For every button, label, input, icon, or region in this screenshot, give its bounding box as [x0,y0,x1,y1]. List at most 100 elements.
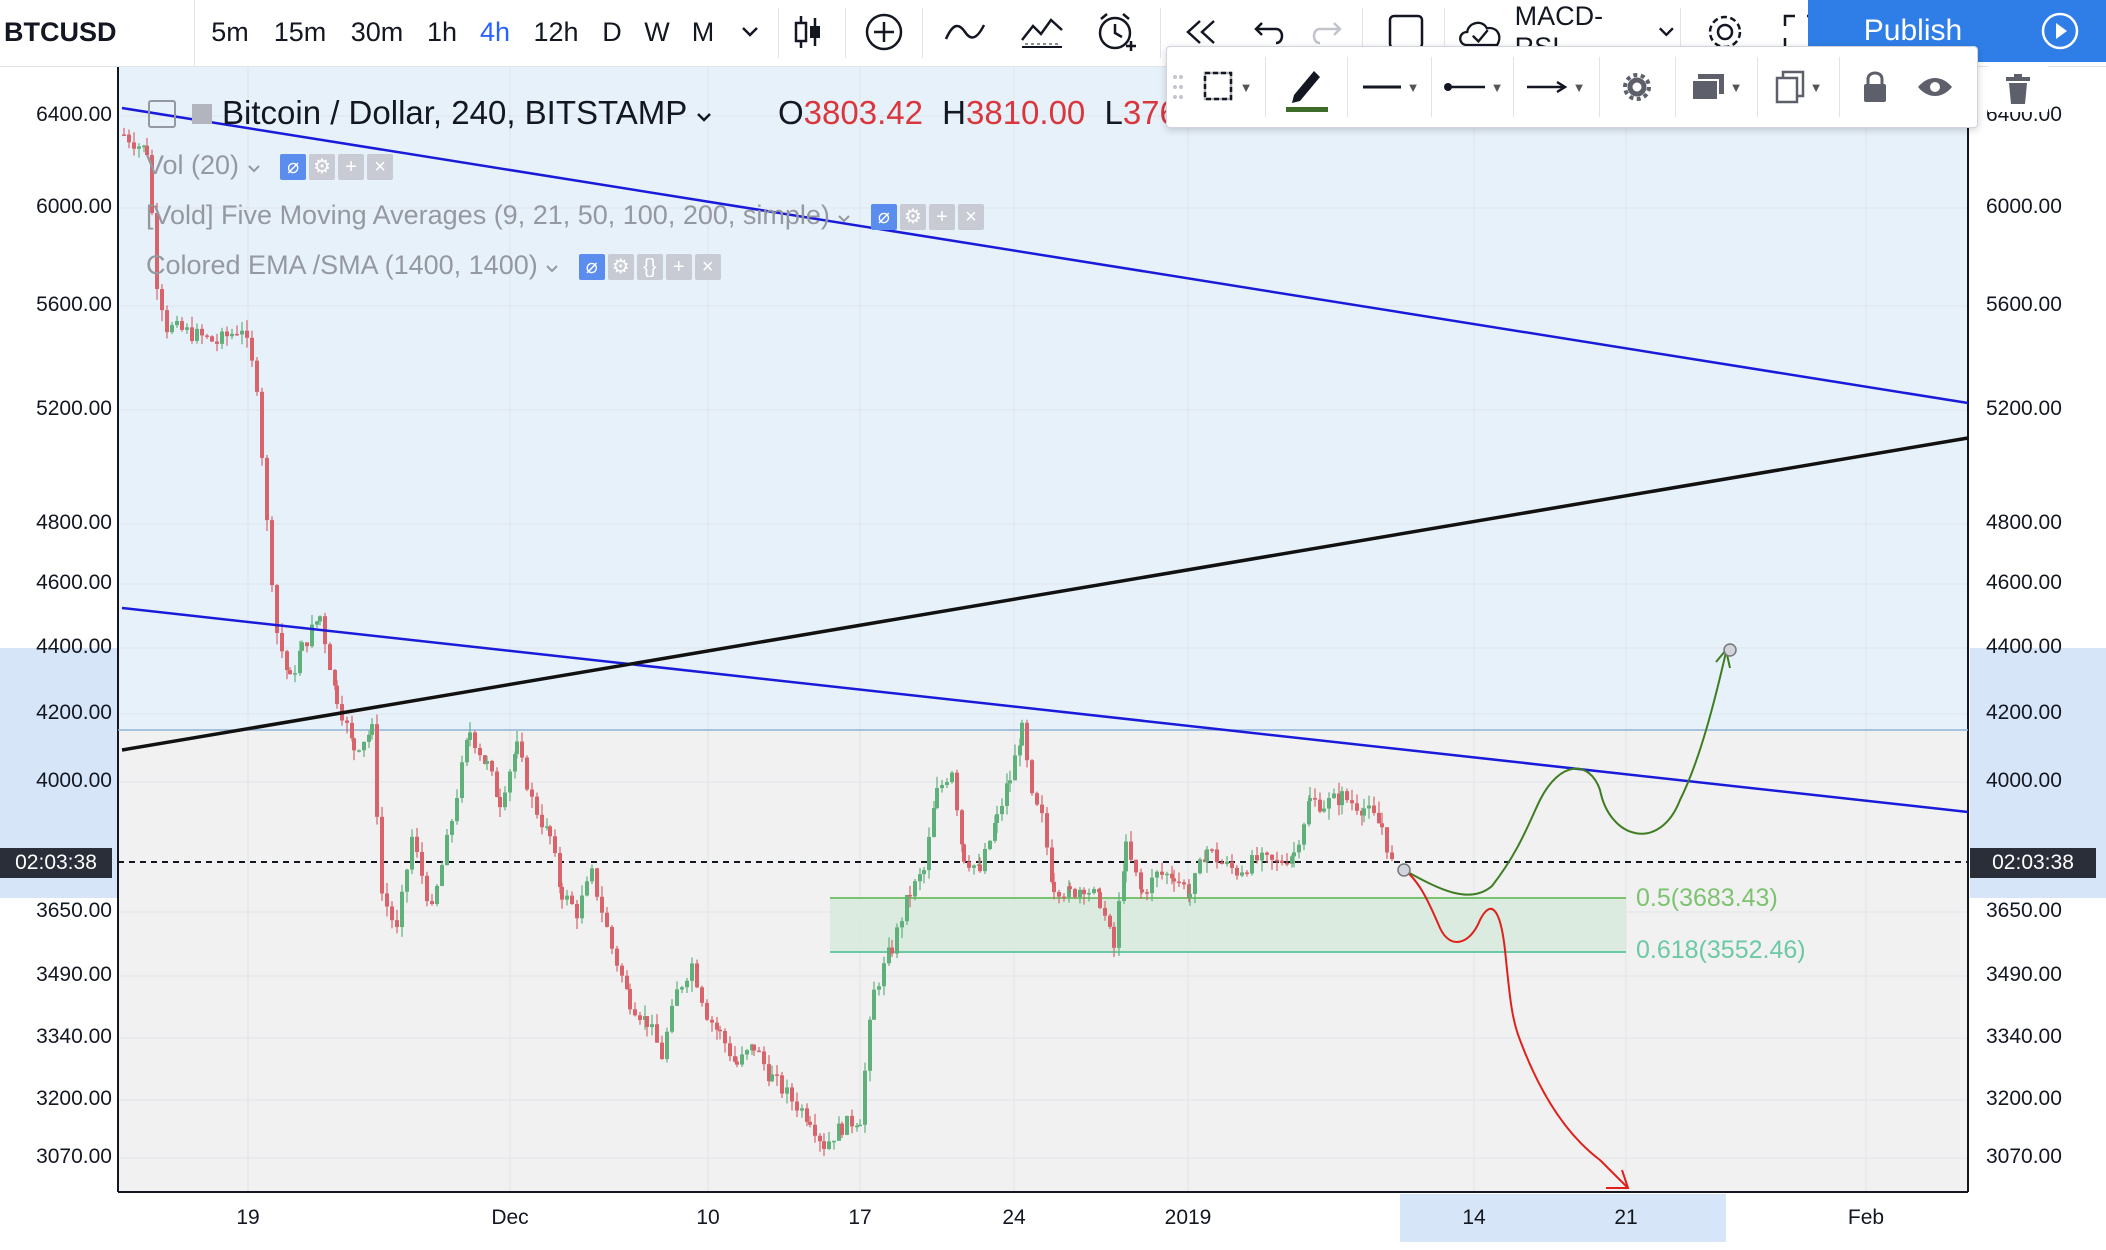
indicator-row[interactable]: Vol (20) ⌀ ⚙ + × [146,150,394,181]
settings-icon[interactable]: ⚙ [309,153,336,180]
collapse-legend-toggle[interactable] [148,100,176,128]
candle-body [357,750,361,752]
candle-body [1045,813,1049,848]
select-box-icon[interactable]: ▼ [1195,47,1259,127]
clone-icon[interactable]: ▼ [1763,47,1833,127]
settings-icon[interactable]: ⚙ [607,253,634,280]
candle-body [495,771,499,797]
trash-icon[interactable] [1988,66,2048,112]
replay-icon[interactable] [1176,0,1224,64]
price-label: 3340.00 [36,1025,112,1048]
candle-body [255,360,259,392]
candle-body [780,1075,784,1094]
price-label: 4800.00 [36,511,112,534]
time-label: 17 [848,1206,872,1229]
indicator-row[interactable]: Colored EMA /SMA (1400, 1400) ⌀ ⚙{} + × [146,250,721,281]
candle-body [1087,893,1091,895]
symbol-search[interactable]: BTCUSD [0,0,195,66]
low-label: L [1104,94,1123,131]
candle-body [565,895,569,900]
candle-body [1367,805,1371,809]
candle-body [660,1042,664,1060]
settings-icon[interactable] [1607,47,1667,127]
candle-body [1020,722,1024,746]
interval-4h[interactable]: 4h [479,17,511,47]
candle-body [600,896,604,913]
interval-week[interactable]: W [644,17,670,47]
line-style-icon[interactable]: ▼ [1362,79,1420,95]
candle-body [190,327,194,341]
candle-body [230,333,234,337]
eye-icon[interactable] [1905,47,1965,127]
candle-body [745,1050,749,1055]
candle-body [1035,793,1039,805]
add-circle-icon[interactable] [862,0,906,64]
drag-handle-icon[interactable] [1167,47,1189,127]
candle-body [868,1019,872,1071]
candle-body [895,927,899,954]
plus-icon[interactable]: + [338,153,365,180]
layers-icon[interactable]: ▼ [1681,47,1751,127]
candle-body [132,142,136,149]
line-end-icon[interactable]: ▼ [1517,47,1593,127]
interval-day[interactable]: D [602,17,622,47]
close-icon[interactable]: × [957,203,984,230]
time-label: 24 [1002,1206,1026,1229]
candle-body [1385,827,1389,853]
candle-body [645,1016,649,1028]
interval-15m[interactable]: 15m [273,17,327,47]
candle-body [175,321,179,326]
candle-body [1150,877,1154,894]
plus-icon[interactable]: + [928,203,955,230]
indicators-icon[interactable] [1016,0,1068,64]
candle-body [1270,854,1274,860]
interval-month[interactable]: M [691,17,715,47]
plus-icon[interactable]: + [665,253,692,280]
candle-body [840,1123,844,1135]
candle-body [225,331,229,337]
candle-body [180,321,184,330]
candle-body [515,741,519,755]
chevron-down-icon [247,165,260,173]
line-chart-icon[interactable] [940,0,990,64]
legend-title[interactable]: Bitcoin / Dollar, 240, BITSTAMP [222,94,712,132]
interval-30m[interactable]: 30m [350,17,404,47]
candle-body [1390,852,1394,860]
candle-body [1205,849,1209,863]
price-label: 3070.00 [36,1145,112,1168]
interval-5m[interactable]: 5m [211,17,249,47]
settings-icon[interactable]: ⚙ [899,203,926,230]
alert-icon[interactable] [1092,0,1144,64]
pencil-icon[interactable] [1279,47,1335,127]
hide-icon[interactable]: ⌀ [578,253,605,280]
candle-body [558,853,562,887]
candle-body [1198,859,1202,874]
redo-icon[interactable] [1306,0,1346,64]
candle-body [1327,798,1331,809]
lock-icon[interactable] [1847,47,1903,127]
projection-handle [1397,863,1411,877]
chevron-down-icon[interactable] [732,0,768,64]
fib-level-0-618: 0.618(3552.46) [1636,936,1806,964]
undo-icon[interactable] [1250,0,1290,64]
candle-body [1285,862,1289,865]
hide-icon[interactable]: ⌀ [870,203,897,230]
close-icon[interactable]: × [367,153,394,180]
candle-body [735,1061,739,1065]
candle-body [545,826,549,828]
hide-icon[interactable]: ⌀ [280,153,307,180]
line-start-icon[interactable]: ▼ [1437,47,1509,127]
play-button[interactable] [2018,0,2106,62]
candle-body [690,963,694,981]
interval-12h[interactable]: 12h [533,17,579,47]
candle-body [305,642,309,647]
close-icon[interactable]: × [694,253,721,280]
indicator-row[interactable]: [Vold] Five Moving Averages (9, 21, 50, … [146,200,984,231]
source-code-icon[interactable]: {} [636,253,663,280]
candle-body [503,792,507,808]
candle-body [1380,823,1384,828]
candles-icon[interactable] [788,0,828,64]
candle-body [1318,799,1322,812]
interval-1h[interactable]: 1h [426,17,458,47]
